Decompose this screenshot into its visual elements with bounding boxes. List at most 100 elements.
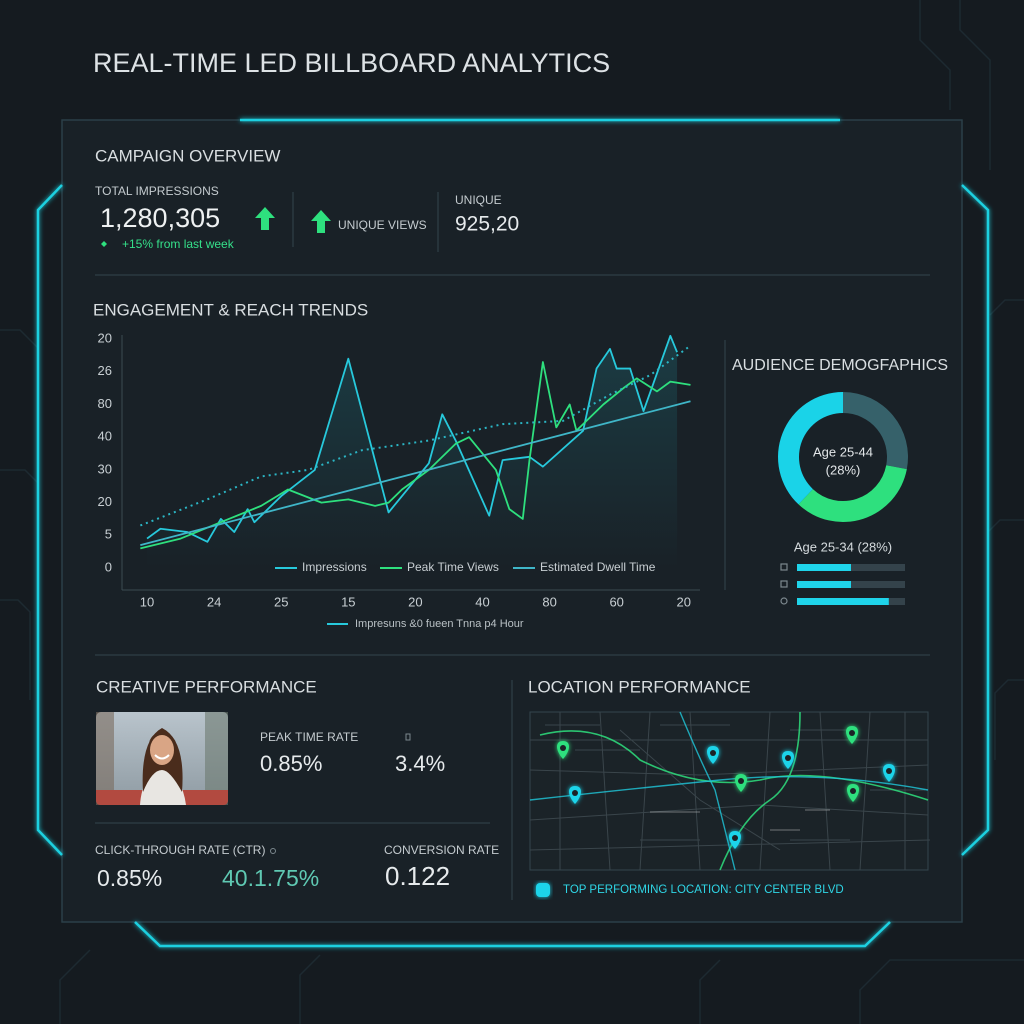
y-tick-label: 30 — [98, 461, 112, 476]
x-tick-label: 24 — [207, 594, 221, 609]
map-pins-part — [569, 786, 581, 804]
map-part-part — [619, 729, 781, 851]
background-traces-part — [959, 0, 991, 170]
section-title: AUDIENCE DEMOGFAPHICS — [732, 357, 948, 374]
background-traces-part — [987, 519, 1024, 533]
map-part-part — [529, 775, 929, 801]
x-tick-label: 10 — [140, 594, 154, 609]
background-traces-part — [59, 949, 91, 1024]
map-pins-part-part — [785, 755, 791, 761]
metric-value: 1,280,305 — [100, 203, 220, 233]
metric-label: CLICK-THROUGH RATE (CTR) — [95, 843, 265, 857]
diamond-icon — [101, 241, 107, 247]
x-tick-label: 25 — [274, 594, 288, 609]
y-tick-label: 80 — [98, 396, 112, 411]
background-traces-part — [859, 959, 1024, 1024]
map-part-part — [819, 711, 831, 871]
x-tick-label: 80 — [542, 594, 556, 609]
map-part — [650, 809, 830, 831]
creative-photo-part — [149, 732, 176, 742]
creative-photo-part — [205, 712, 228, 805]
donut-center-label: (28%) — [826, 462, 861, 477]
map-pins-part-part — [710, 750, 716, 756]
glow-frame-part — [134, 921, 891, 948]
creative-photo-part — [150, 735, 174, 765]
background-traces-part — [989, 299, 1024, 316]
donut-segment — [778, 392, 843, 505]
section-title: LOCATION PERFORMANCE — [528, 677, 751, 696]
metric-label: PEAK TIME RATE — [260, 730, 358, 744]
bar — [797, 564, 851, 571]
map-pins-part-part — [849, 730, 855, 736]
bar-icons-part — [780, 597, 788, 605]
map-pins-part — [707, 746, 719, 764]
legend-dot — [536, 883, 550, 897]
map-pins-part — [735, 774, 747, 792]
map — [529, 711, 931, 871]
y-tick-label: 26 — [98, 363, 112, 378]
glow-frame-part — [36, 184, 63, 856]
trend-glow-area — [147, 335, 678, 568]
map-pins-part-part — [572, 790, 578, 796]
map-pins-part-part — [560, 745, 566, 751]
x-tick-label: 20 — [408, 594, 422, 609]
bar-icons-part — [780, 563, 788, 571]
map-pins — [557, 726, 895, 849]
background-traces-part — [299, 954, 321, 1024]
metric-value: 3.4% — [395, 751, 445, 776]
donut-segment — [798, 465, 907, 522]
legend-label: Estimated Dwell Time — [540, 560, 656, 574]
top-location: TOP PERFORMING LOCATION: CITY CENTER BLV… — [563, 884, 844, 896]
creative-photo-part — [154, 754, 170, 760]
line-chart-axes — [121, 335, 700, 591]
map-pins-part-part — [732, 835, 738, 841]
map-pins-part — [883, 764, 895, 782]
map-part-part — [599, 711, 611, 871]
bar-icons-part — [780, 580, 788, 588]
x-tick-label: 20 — [677, 594, 691, 609]
map-part-part — [650, 809, 830, 831]
small-icon — [405, 733, 411, 741]
metric-value: 0.85% — [97, 865, 162, 891]
map-part — [529, 711, 929, 871]
map-part-part — [639, 711, 651, 871]
map-pins-part-part — [738, 778, 744, 784]
small-icon — [270, 848, 276, 854]
y-tick-label: 5 — [105, 527, 112, 542]
y-tick-label: 40 — [98, 429, 112, 444]
background-traces-part — [0, 599, 31, 700]
legend-label: Peak Time Views — [407, 560, 499, 574]
x-tick-label: 15 — [341, 594, 355, 609]
metric-value: 925,20 — [455, 213, 519, 236]
metric-value: 0.85% — [260, 751, 322, 776]
metric-change: +15% from last week — [122, 237, 235, 251]
map-part — [529, 711, 931, 871]
background-traces-part — [919, 0, 951, 110]
metric-label: CONVERSION RATE — [384, 843, 499, 857]
bar — [797, 581, 851, 588]
map-pins-part — [846, 726, 858, 744]
metric-label: UNIQUE VIEWS — [338, 218, 427, 232]
line-series — [140, 400, 691, 546]
donut-segment — [843, 392, 909, 470]
y-tick-label: 0 — [105, 559, 112, 574]
legend-label: Impressions — [302, 560, 367, 574]
map-pins-part — [729, 831, 741, 849]
map-pins-part-part — [886, 768, 892, 774]
background-traces-part — [699, 959, 721, 1024]
metric-label: TOTAL IMPRESSIONS — [95, 184, 219, 198]
bar-title: Age 25-34 (28%) — [794, 539, 892, 554]
map-pins-part — [782, 751, 794, 769]
x-tick-label: 60 — [609, 594, 623, 609]
glow-frame — [36, 118, 990, 948]
y-tick-label: 20 — [98, 331, 112, 346]
page-title: REAL-TIME LED BILLBOARD ANALYTICS — [93, 48, 610, 78]
map-pins-part — [557, 741, 569, 759]
map-pins-part-part — [850, 788, 856, 794]
line-series — [140, 361, 691, 550]
donut-center-label: Age 25-44 — [813, 444, 873, 459]
